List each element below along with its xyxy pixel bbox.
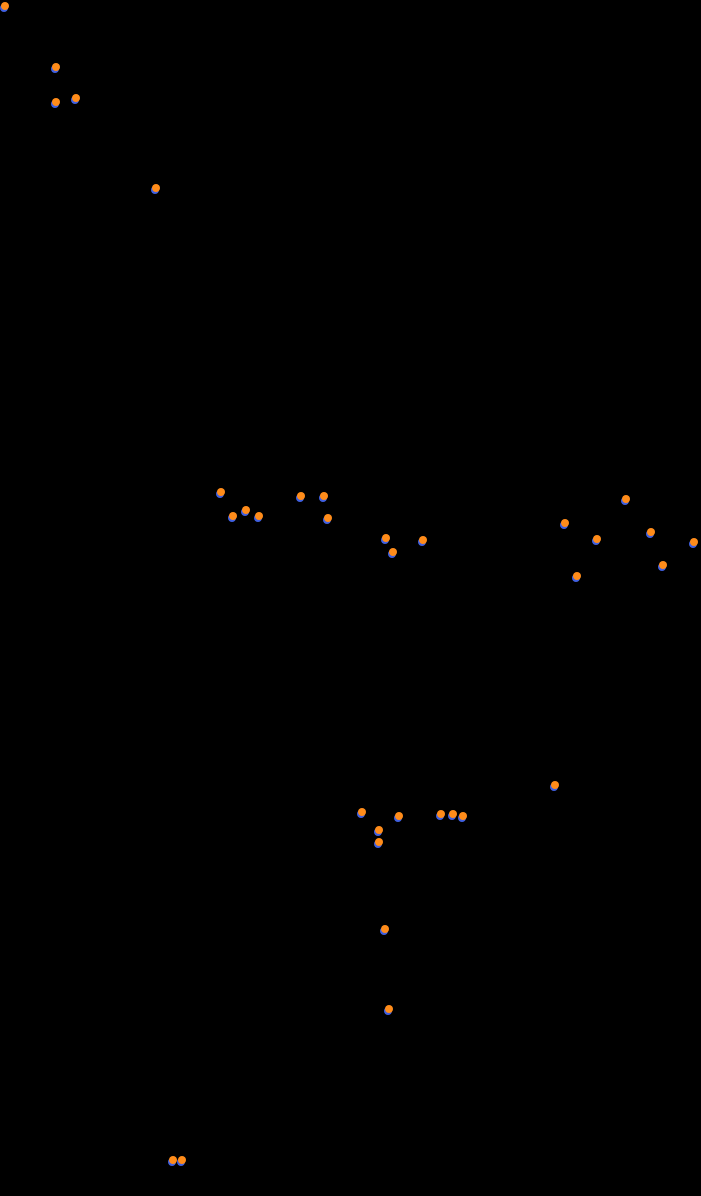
orange-layer-point	[389, 548, 397, 556]
orange-layer-point	[561, 519, 569, 527]
orange-layer-point	[381, 925, 389, 933]
orange-layer-point	[217, 488, 225, 496]
orange-layer-point	[72, 94, 80, 102]
orange-layer-point	[169, 1156, 177, 1164]
orange-layer-point	[229, 512, 237, 520]
orange-layer-point	[551, 781, 559, 789]
orange-layer-point	[659, 561, 667, 569]
orange-layer-point	[375, 838, 383, 846]
orange-layer-point	[52, 63, 60, 71]
orange-layer-point	[385, 1005, 393, 1013]
orange-layer-point	[255, 512, 263, 520]
orange-layer-point	[358, 808, 366, 816]
orange-layer-point	[419, 536, 427, 544]
orange-layer-point	[375, 826, 383, 834]
orange-layer-point	[382, 534, 390, 542]
orange-layer-point	[622, 495, 630, 503]
orange-layer-point	[437, 810, 445, 818]
orange-layer-point	[297, 492, 305, 500]
orange-layer-point	[593, 535, 601, 543]
orange-layer-point	[449, 810, 457, 818]
orange-layer-point	[178, 1156, 186, 1164]
orange-layer-point	[459, 812, 467, 820]
orange-layer-point	[320, 492, 328, 500]
scatter-plot	[0, 0, 701, 1196]
orange-layer-point	[242, 506, 250, 514]
orange-layer-point	[324, 514, 332, 522]
orange-layer-point	[395, 812, 403, 820]
orange-layer-point	[690, 538, 698, 546]
orange-layer-point	[647, 528, 655, 536]
orange-layer-point	[573, 572, 581, 580]
orange-layer-point	[152, 184, 160, 192]
orange-layer-point	[52, 98, 60, 106]
orange-layer-point	[1, 2, 9, 10]
